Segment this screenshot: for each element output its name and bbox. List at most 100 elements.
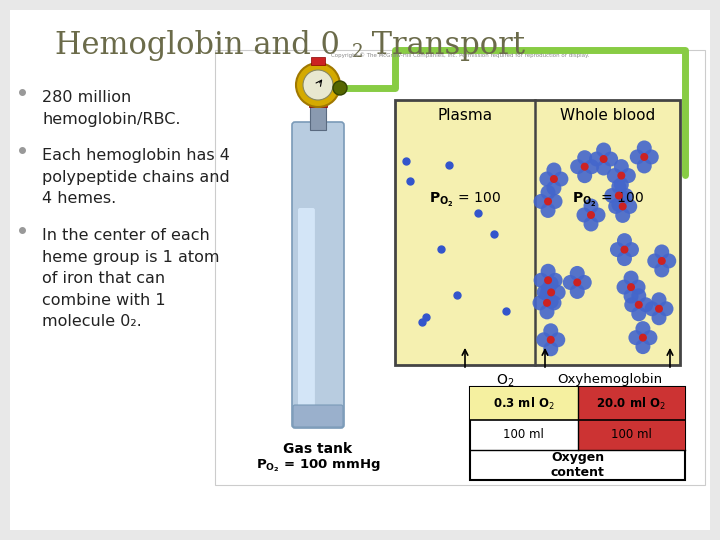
- Circle shape: [570, 284, 585, 299]
- Circle shape: [536, 332, 552, 347]
- Circle shape: [563, 275, 577, 290]
- Circle shape: [659, 301, 673, 316]
- Circle shape: [544, 276, 559, 291]
- Circle shape: [616, 280, 631, 295]
- Circle shape: [577, 150, 592, 165]
- Circle shape: [636, 321, 650, 336]
- Circle shape: [644, 150, 659, 165]
- Circle shape: [624, 271, 639, 286]
- Text: O$_2$: O$_2$: [496, 373, 514, 389]
- Circle shape: [618, 188, 634, 203]
- Bar: [395, 100, 680, 365]
- Circle shape: [647, 253, 662, 268]
- Circle shape: [624, 298, 639, 312]
- Circle shape: [654, 262, 670, 278]
- Circle shape: [539, 305, 554, 319]
- Circle shape: [539, 286, 554, 301]
- Circle shape: [541, 203, 556, 218]
- Circle shape: [544, 276, 552, 284]
- Circle shape: [548, 273, 562, 288]
- Circle shape: [570, 159, 585, 174]
- Text: Transport: Transport: [362, 30, 525, 61]
- Circle shape: [652, 292, 667, 307]
- Circle shape: [546, 336, 555, 344]
- Circle shape: [544, 198, 552, 205]
- Circle shape: [577, 168, 592, 183]
- Circle shape: [536, 285, 552, 300]
- Circle shape: [303, 70, 333, 100]
- Circle shape: [541, 264, 556, 279]
- Circle shape: [639, 334, 647, 342]
- Circle shape: [610, 242, 625, 257]
- Bar: [577, 387, 685, 420]
- Circle shape: [615, 208, 630, 223]
- Circle shape: [573, 279, 581, 286]
- Circle shape: [615, 192, 623, 200]
- Circle shape: [596, 160, 611, 176]
- Circle shape: [624, 242, 639, 257]
- Circle shape: [631, 306, 647, 321]
- Circle shape: [611, 197, 626, 212]
- Text: In the center of each
heme group is 1 atom
of iron that can
combine with 1
molec: In the center of each heme group is 1 at…: [42, 228, 220, 329]
- Circle shape: [550, 332, 565, 347]
- Text: Oxyhemoglobin: Oxyhemoglobin: [557, 373, 662, 386]
- Circle shape: [541, 282, 556, 297]
- Circle shape: [614, 177, 629, 192]
- Circle shape: [296, 63, 340, 107]
- Circle shape: [618, 202, 626, 211]
- Circle shape: [614, 159, 629, 174]
- Circle shape: [583, 217, 598, 232]
- Circle shape: [546, 163, 562, 178]
- Circle shape: [608, 199, 624, 214]
- Circle shape: [624, 288, 639, 303]
- Circle shape: [550, 175, 558, 183]
- Circle shape: [636, 339, 650, 354]
- Circle shape: [661, 253, 676, 268]
- Circle shape: [534, 273, 549, 288]
- Bar: [470, 387, 685, 480]
- Bar: [470, 387, 577, 420]
- Circle shape: [652, 310, 667, 325]
- Circle shape: [554, 172, 568, 186]
- Circle shape: [631, 288, 647, 303]
- Text: 0.3 ml O$_2$: 0.3 ml O$_2$: [493, 395, 554, 411]
- Circle shape: [615, 190, 630, 205]
- Text: 100 ml: 100 ml: [611, 429, 652, 442]
- Circle shape: [577, 275, 592, 290]
- Circle shape: [617, 233, 632, 248]
- Bar: [577, 420, 685, 450]
- Circle shape: [622, 199, 637, 214]
- Circle shape: [617, 172, 625, 180]
- Circle shape: [607, 168, 622, 183]
- Circle shape: [584, 159, 599, 174]
- Circle shape: [638, 298, 653, 312]
- Circle shape: [640, 153, 648, 161]
- Text: Each hemoglobin has 4
polypeptide chains and
4 hemes.: Each hemoglobin has 4 polypeptide chains…: [42, 148, 230, 206]
- Circle shape: [333, 81, 347, 95]
- Circle shape: [543, 299, 551, 307]
- FancyBboxPatch shape: [298, 208, 315, 407]
- Circle shape: [596, 143, 611, 158]
- Circle shape: [544, 323, 558, 338]
- Circle shape: [644, 301, 660, 316]
- Text: Oxygen
content: Oxygen content: [551, 450, 604, 480]
- Text: $\mathbf{P_{O_2}}$ = 100 mmHg: $\mathbf{P_{O_2}}$ = 100 mmHg: [256, 457, 380, 474]
- Text: 280 million
hemoglobin/RBC.: 280 million hemoglobin/RBC.: [42, 90, 181, 126]
- FancyBboxPatch shape: [292, 122, 344, 428]
- Circle shape: [544, 341, 558, 356]
- Circle shape: [603, 152, 618, 166]
- Circle shape: [546, 295, 562, 310]
- Text: 2: 2: [352, 43, 364, 61]
- Circle shape: [636, 158, 652, 173]
- Circle shape: [577, 207, 592, 222]
- Bar: [215, 50, 705, 485]
- Circle shape: [655, 305, 663, 313]
- Circle shape: [604, 188, 619, 203]
- Circle shape: [544, 294, 559, 309]
- Text: $\mathbf{P_{O_2}}$ = 100: $\mathbf{P_{O_2}}$ = 100: [572, 191, 644, 209]
- Circle shape: [631, 280, 646, 295]
- Text: Plasma: Plasma: [438, 108, 492, 123]
- Circle shape: [570, 266, 585, 281]
- Bar: [309, 100, 327, 107]
- Text: Gas tank: Gas tank: [284, 442, 353, 456]
